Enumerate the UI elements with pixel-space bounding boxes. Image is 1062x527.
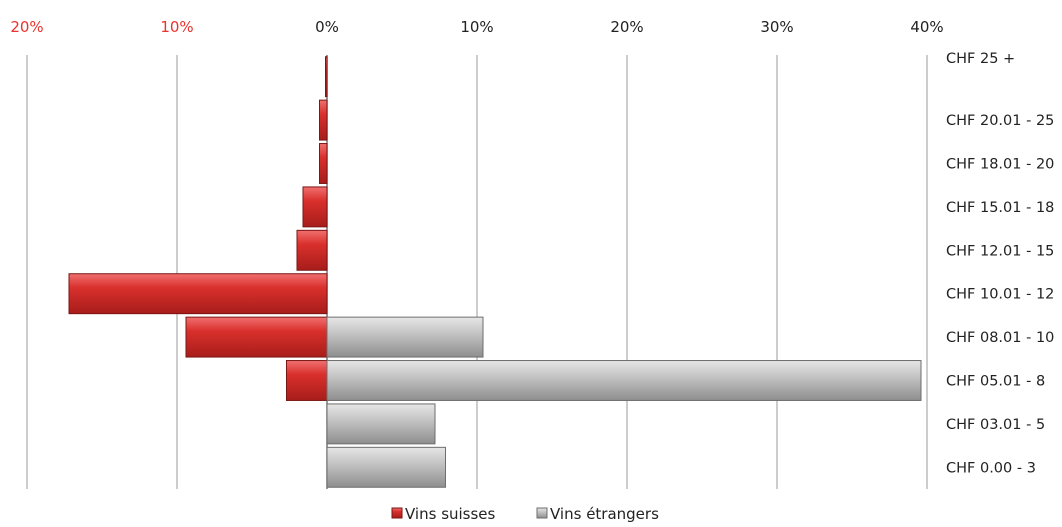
category-label: CHF 03.01 - 5	[946, 417, 1045, 433]
legend-label: Vins étrangers	[550, 505, 659, 523]
category-label: CHF 08.01 - 10	[946, 330, 1054, 346]
x-tick-label-right: 10%	[460, 18, 493, 36]
bar-vins-etrangers	[326, 360, 922, 401]
legend: Vins suisses Vins étrangers	[391, 505, 659, 523]
x-tick-label-right: 20%	[610, 18, 643, 36]
category-label: CHF 10.01 - 12	[946, 287, 1054, 303]
x-tick-label-left: 10%	[160, 18, 193, 36]
category-label: CHF 18.01 - 20	[946, 157, 1054, 173]
category-label: CHF 15.01 - 18	[946, 200, 1054, 216]
bar-vins-suisses	[319, 143, 328, 184]
category-label: CHF 05.01 - 8	[946, 374, 1045, 390]
x-tick-label-right: 0%	[315, 18, 339, 36]
gridlines	[26, 55, 928, 489]
bar-vins-etrangers	[326, 316, 484, 358]
bar-vins-suisses	[68, 273, 328, 315]
legend-swatch	[536, 507, 548, 519]
bar-vins-etrangers	[326, 403, 436, 445]
bar-vins-suisses	[296, 229, 328, 271]
category-label: CHF 25 +	[946, 51, 1015, 67]
x-tick-label-right: 30%	[760, 18, 793, 36]
x-axis-ticks: 20% 10% 0% 10% 20% 30% 40%	[10, 18, 943, 36]
category-label: CHF 20.01 - 25	[946, 113, 1054, 129]
bars	[68, 56, 922, 488]
category-labels: CHF 25 + CHF 20.01 - 25 CHF 18.01 - 20 CHF …	[946, 51, 1054, 476]
bar-vins-suisses	[302, 186, 328, 228]
bar-vins-etrangers	[326, 446, 446, 488]
bar-vins-suisses	[286, 360, 328, 401]
legend-label: Vins suisses	[405, 505, 496, 523]
x-tick-label-right: 40%	[910, 18, 943, 36]
category-label: CHF 0.00 - 3	[946, 460, 1036, 476]
category-label: CHF 12.01 - 15	[946, 243, 1054, 259]
bar-vins-suisses	[325, 56, 328, 98]
legend-swatch	[391, 507, 403, 519]
bar-vins-suisses	[185, 316, 328, 358]
bar-vins-suisses	[319, 99, 328, 141]
x-tick-label-left: 20%	[10, 18, 43, 36]
